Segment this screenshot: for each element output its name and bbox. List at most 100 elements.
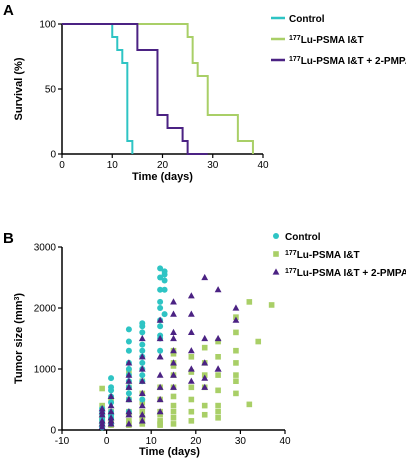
panel-a-legend-label-1: Control (289, 14, 325, 25)
panel-b-point (201, 344, 208, 351)
panel-b-y-tick-label: 1000 (34, 365, 57, 376)
panel-b-point (138, 417, 146, 424)
panel-b-point (156, 383, 164, 390)
panel-b-legend: Control 177Lu-PSMA I&T 177Lu-PSMA I&T + 2-… (272, 232, 406, 280)
panel-b-point (161, 286, 168, 293)
panel-b-point (201, 411, 208, 418)
panel-b-point (138, 402, 146, 409)
panel-b-point (139, 341, 146, 348)
panel-b-point (108, 375, 115, 382)
panel-b-y-tick-label: 2000 (34, 304, 57, 315)
panel-b-point (187, 310, 195, 317)
panel-b-point (125, 338, 132, 345)
panel-b-point (187, 328, 195, 335)
panel-b-legend-marker-3 (272, 268, 280, 275)
panel-b-point (125, 420, 133, 427)
panel-a-y-tick-label: 100 (39, 20, 56, 31)
panel-b-point (187, 347, 195, 354)
panel-b-x-tick-label: 40 (279, 436, 291, 447)
panel-a-series-line-3 (62, 23, 208, 155)
panel-b-point (170, 393, 177, 400)
panel-b-point (139, 396, 146, 403)
panel-b-point (187, 377, 195, 384)
panel-b-x-tick-label: -10 (55, 436, 70, 447)
panel-b-point (233, 329, 239, 336)
panel-b-point (125, 371, 133, 378)
panel-b-point (188, 384, 195, 391)
panel-b-point (170, 371, 177, 378)
panel-b-point (170, 347, 177, 354)
panel-b-point (214, 334, 222, 342)
panel-b-point (188, 369, 195, 375)
panel-b-point (156, 408, 164, 415)
panel-b-x-tick-label: 10 (146, 436, 158, 447)
panel-b-point (170, 310, 177, 317)
panel-b-point (108, 396, 114, 403)
panel-b-point (125, 359, 133, 366)
panel-b-point (98, 411, 106, 418)
panel-a-axes: 0 10 20 30 40 0 50 100 (39, 20, 269, 172)
panel-b-point (215, 372, 221, 378)
panel-a-series-line-1 (62, 23, 134, 154)
panel-b-point (157, 323, 164, 330)
panel-b-point (188, 418, 195, 424)
panel-a-legend: Control 177Lu-PSMA I&T 177Lu-PSMA I&T + 2-… (271, 14, 406, 67)
panel-a-y-tick-label: 0 (50, 150, 56, 161)
panel-a-y-tick-label: 50 (45, 85, 57, 96)
panel-b-point (156, 353, 164, 360)
panel-b-point (233, 360, 239, 366)
panel-b-point (214, 286, 222, 293)
panel-b-point (107, 420, 115, 427)
panel-b-series-2 (99, 299, 275, 428)
panel-b-point (157, 422, 163, 428)
panel-b-point (139, 359, 146, 366)
panel-a-series-line-2 (62, 23, 254, 154)
panel-b-series (98, 265, 275, 431)
panel-a-legend-label-2: 177Lu-PSMA I&T (289, 35, 364, 47)
panel-b-point (188, 396, 195, 403)
panel-b-point (215, 354, 221, 360)
panel-b-point (201, 334, 209, 342)
panel-b-point (157, 418, 163, 424)
panel-b-point (99, 385, 105, 392)
panel-b-point (98, 423, 106, 430)
panel-b-point (125, 366, 132, 372)
panel-b-point (157, 286, 164, 293)
panel-b-point (125, 395, 133, 403)
panel-a-letter: A (3, 2, 14, 19)
panel-b-legend-marker-2 (273, 251, 279, 257)
panel-b-point (170, 402, 177, 409)
panel-b-point (139, 421, 146, 427)
panel-a-series (62, 23, 254, 155)
panel-b-point (215, 387, 221, 394)
panel-b-point (138, 365, 146, 372)
panel-b-point (201, 383, 209, 390)
panel-b-point (170, 383, 177, 390)
panel-b-x-tick-label: 0 (104, 436, 110, 447)
panel-b-point (107, 408, 115, 415)
panel-b-point (246, 401, 253, 408)
panel-b-point (157, 411, 163, 418)
panel-a-x-tick-label: 10 (107, 160, 119, 171)
panel-b-point (188, 408, 195, 415)
panel-b-point (107, 402, 115, 409)
panel-b-point (201, 273, 209, 281)
panel-b-point (170, 363, 177, 369)
panel-b-point (125, 411, 133, 418)
panel-b-point (255, 338, 262, 345)
panel-b-legend-label-3: 177Lu-PSMA I&T + 2-PMPA (285, 268, 406, 280)
panel-b-point (170, 328, 177, 335)
panel-b-point (138, 411, 146, 418)
panel-b-legend-label-1: Control (285, 232, 321, 243)
panel-b-point (161, 311, 168, 318)
panel-b-point (157, 274, 164, 281)
panel-b-point (156, 316, 164, 323)
panel-b-point (138, 389, 146, 396)
panel-b-point (233, 372, 239, 378)
panel-b-x-axis-title: Time (days) (139, 446, 200, 458)
panel-b-point (268, 302, 275, 308)
panel-b-letter: B (3, 230, 14, 247)
